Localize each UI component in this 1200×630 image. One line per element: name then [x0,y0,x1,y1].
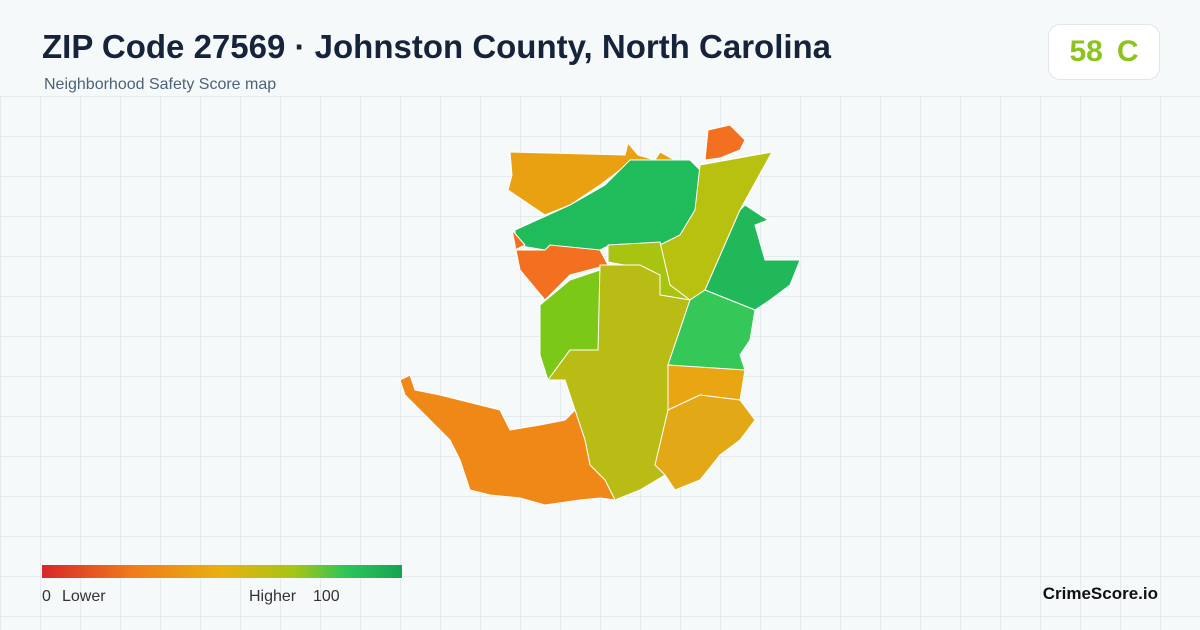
score-value: 58 [1069,35,1103,68]
region [399,374,616,506]
score-grade: C [1116,35,1139,68]
title: ZIP Code 27569 · Johnston County, North … [42,28,832,65]
legend-min-label: Lower [62,588,106,605]
region [654,394,756,491]
score-badge: 58 C [1048,24,1160,80]
legend-max-label: Higher [249,588,297,605]
region [511,228,609,301]
region [704,204,801,311]
legend-gradient [42,565,402,578]
legend-max: 100 [313,588,340,605]
legend-min: 0 [42,588,51,605]
header [0,0,1200,96]
brand: CrimeScore.io [1042,584,1158,603]
subtitle: Neighborhood Safety Score map [44,76,277,93]
region [704,124,746,161]
